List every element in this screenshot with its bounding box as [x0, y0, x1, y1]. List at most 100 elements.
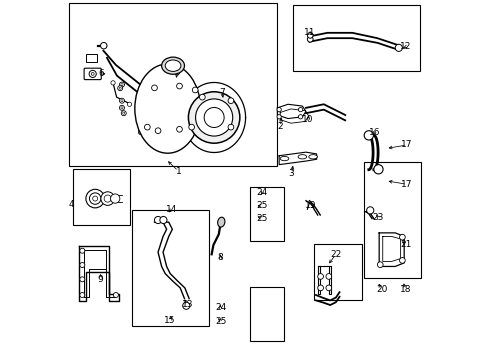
Ellipse shape — [165, 60, 181, 71]
Text: 1: 1 — [175, 167, 181, 176]
Circle shape — [121, 107, 123, 109]
Circle shape — [104, 195, 111, 202]
Bar — [364, 162, 421, 278]
Text: 2: 2 — [277, 122, 283, 131]
Text: 18: 18 — [399, 285, 411, 294]
Ellipse shape — [135, 64, 200, 153]
Text: 20: 20 — [375, 285, 386, 294]
Text: 23: 23 — [372, 213, 383, 222]
Text: 25: 25 — [214, 316, 226, 325]
Circle shape — [176, 126, 182, 132]
Bar — [328, 266, 330, 294]
Bar — [249, 287, 283, 341]
Text: 19: 19 — [304, 201, 315, 210]
Circle shape — [298, 108, 302, 112]
Circle shape — [89, 70, 96, 77]
Circle shape — [160, 216, 166, 224]
Text: 24: 24 — [256, 188, 267, 197]
Ellipse shape — [298, 155, 306, 159]
Circle shape — [80, 262, 84, 267]
Text: 14: 14 — [165, 205, 177, 214]
Text: 10: 10 — [302, 116, 313, 125]
Circle shape — [203, 108, 224, 127]
Circle shape — [325, 274, 331, 279]
Circle shape — [195, 99, 232, 136]
Circle shape — [183, 302, 189, 309]
Circle shape — [377, 262, 382, 267]
FancyBboxPatch shape — [139, 93, 163, 134]
Circle shape — [119, 82, 124, 87]
Text: 7: 7 — [219, 88, 225, 97]
Circle shape — [91, 72, 94, 75]
Text: 25: 25 — [256, 201, 267, 210]
Circle shape — [188, 92, 240, 143]
Circle shape — [188, 124, 194, 130]
Circle shape — [89, 193, 101, 204]
Circle shape — [199, 94, 205, 100]
Circle shape — [176, 83, 182, 89]
Circle shape — [364, 131, 373, 140]
Circle shape — [80, 248, 84, 253]
Circle shape — [307, 36, 312, 42]
Circle shape — [118, 86, 122, 91]
Circle shape — [399, 234, 405, 240]
Bar — [85, 54, 97, 62]
Text: 17: 17 — [401, 140, 412, 149]
Circle shape — [394, 44, 402, 51]
Text: 24: 24 — [215, 303, 226, 312]
Text: 11: 11 — [303, 28, 315, 37]
Circle shape — [151, 85, 157, 91]
Text: 22: 22 — [330, 250, 341, 259]
Circle shape — [147, 82, 188, 124]
Circle shape — [101, 42, 107, 49]
Bar — [69, 3, 276, 166]
Circle shape — [122, 112, 124, 114]
Circle shape — [192, 87, 198, 93]
Circle shape — [155, 128, 161, 134]
Circle shape — [144, 124, 150, 130]
Text: 21: 21 — [400, 240, 411, 249]
Circle shape — [110, 194, 120, 203]
Circle shape — [111, 81, 115, 85]
Circle shape — [160, 96, 175, 111]
Circle shape — [153, 89, 182, 117]
Circle shape — [227, 124, 233, 130]
Circle shape — [227, 98, 233, 104]
Bar — [292, 5, 419, 71]
Bar — [73, 169, 130, 225]
Bar — [313, 244, 362, 300]
Circle shape — [276, 114, 281, 119]
Circle shape — [154, 216, 162, 224]
Circle shape — [86, 189, 104, 208]
Circle shape — [127, 102, 131, 107]
Circle shape — [276, 108, 281, 112]
Circle shape — [80, 293, 84, 297]
Text: 25: 25 — [256, 214, 267, 223]
Text: 3: 3 — [288, 169, 294, 178]
Ellipse shape — [308, 155, 317, 159]
Circle shape — [101, 192, 114, 205]
Circle shape — [317, 285, 323, 291]
Ellipse shape — [162, 57, 184, 74]
Ellipse shape — [217, 217, 224, 227]
Text: 4: 4 — [68, 200, 74, 209]
Circle shape — [298, 114, 302, 119]
Circle shape — [119, 98, 124, 103]
Bar — [249, 187, 283, 241]
Circle shape — [119, 87, 121, 89]
Ellipse shape — [280, 157, 288, 161]
Circle shape — [119, 105, 124, 111]
Circle shape — [307, 32, 312, 38]
Text: 5: 5 — [174, 68, 180, 77]
Circle shape — [317, 274, 323, 279]
Text: 17: 17 — [401, 180, 412, 189]
Circle shape — [93, 196, 98, 201]
Text: 9: 9 — [98, 275, 103, 284]
Circle shape — [121, 84, 123, 86]
Circle shape — [80, 277, 84, 282]
Circle shape — [113, 293, 118, 297]
Text: 12: 12 — [400, 42, 411, 51]
Text: 16: 16 — [368, 128, 380, 137]
Circle shape — [366, 207, 373, 214]
Circle shape — [325, 285, 331, 291]
